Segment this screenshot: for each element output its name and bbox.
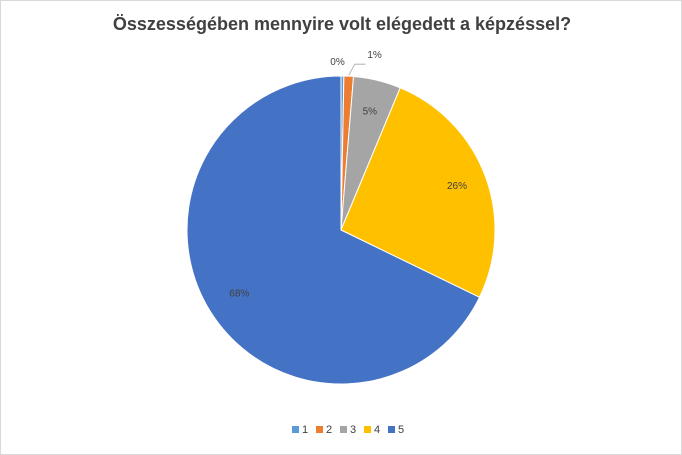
- chart-title: Összességében mennyire volt elégedett a …: [112, 14, 572, 34]
- legend-item-4: 4: [364, 424, 380, 436]
- legend-swatch-2: [316, 426, 323, 433]
- data-label-4: 26%: [447, 181, 467, 192]
- legend-label-1: 1: [302, 424, 308, 436]
- data-label-1: 0%: [330, 57, 345, 68]
- legend-label-2: 2: [326, 424, 332, 436]
- legend-swatch-3: [340, 426, 347, 433]
- legend-item-1: 1: [292, 424, 308, 436]
- legend-swatch-1: [292, 426, 299, 433]
- legend-label-4: 4: [374, 424, 380, 436]
- data-labels: 0% 1% 5% 26% 68%: [229, 50, 467, 300]
- leader-line-2: [348, 63, 366, 76]
- legend-item-2: 2: [316, 424, 332, 436]
- pie-slice-4: [340, 87, 496, 299]
- legend-swatch-5: [388, 426, 395, 433]
- pie-slice-5: [186, 75, 481, 385]
- legend-label-3: 3: [350, 424, 356, 436]
- legend-item-5: 5: [388, 424, 404, 436]
- data-label-3: 5%: [363, 106, 378, 117]
- data-label-2: 1%: [367, 50, 382, 61]
- legend-label-5: 5: [398, 424, 404, 436]
- legend: 1 2 3 4 5: [292, 424, 404, 436]
- legend-swatch-4: [364, 426, 371, 433]
- pie-slices: [186, 75, 496, 385]
- data-label-5: 68%: [229, 289, 249, 300]
- legend-item-3: 3: [340, 424, 356, 436]
